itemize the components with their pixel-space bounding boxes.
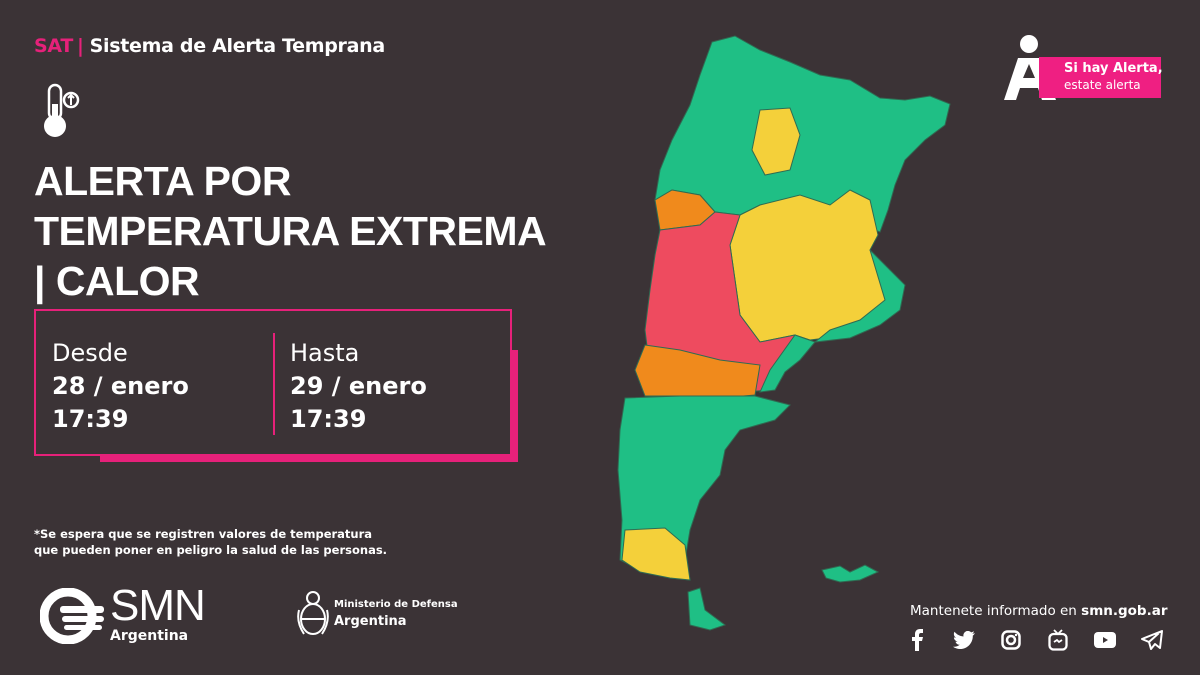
region-south-yellow — [621, 527, 691, 581]
date-range-box: Desde 28 / enero 17:39 Hasta 29 / enero … — [34, 309, 512, 456]
telegram-icon[interactable] — [1139, 628, 1165, 652]
region-coast-green — [813, 249, 906, 343]
sat-label: SAT — [34, 35, 73, 57]
twitter-icon[interactable] — [951, 628, 977, 652]
to-time: 17:39 — [290, 405, 367, 433]
coat-of-arms-icon — [296, 588, 330, 644]
title-line: | CALOR — [34, 258, 200, 304]
instagram-icon[interactable] — [998, 628, 1024, 652]
ministry-name: Ministerio de Defensa — [334, 599, 458, 610]
smn-logo-icon — [39, 587, 106, 648]
badge-line2: estate alerta — [1064, 78, 1141, 92]
from-date: 28 / enero — [52, 372, 189, 400]
region-tierra-del-fuego — [687, 587, 727, 631]
ministry-country: Argentina — [334, 614, 407, 629]
footnote-line: *Se espera que se registren valores de t… — [34, 527, 373, 541]
page-title: ALERTA POR TEMPERATURA EXTREMA | CALOR — [34, 156, 547, 306]
to-date: 29 / enero — [290, 372, 427, 400]
to-label: Hasta — [290, 339, 360, 367]
website-link[interactable]: smn.gob.ar — [1081, 603, 1168, 619]
from-time: 17:39 — [52, 405, 129, 433]
youtube-icon[interactable] — [1092, 628, 1118, 652]
social-links — [904, 628, 1165, 652]
smn-logo-subtitle: Argentina — [110, 628, 189, 644]
thermometer-up-icon — [42, 82, 82, 144]
facebook-icon[interactable] — [904, 628, 930, 652]
follow-prefix: Mantenete informado en — [910, 603, 1082, 619]
date-box-accent — [100, 350, 518, 462]
title-line: ALERTA POR — [34, 158, 291, 204]
header: SAT | Sistema de Alerta Temprana — [34, 35, 386, 57]
system-name: Sistema de Alerta Temprana — [89, 35, 386, 57]
footnote-line: que pueden poner en peligro la salud de … — [34, 543, 388, 557]
follow-text: Mantenete informado en smn.gob.ar — [910, 603, 1168, 620]
badge-box — [1039, 57, 1161, 98]
to-column: Hasta 29 / enero 17:39 — [290, 337, 427, 436]
region-north-yellow — [751, 107, 801, 176]
smn-logo-text: SMN — [110, 581, 206, 630]
from-column: Desde 28 / enero 17:39 — [52, 337, 189, 436]
region-bsas-south-green — [759, 334, 816, 393]
region-malvinas — [821, 564, 880, 583]
footnote: *Se espera que se registren valores de t… — [34, 526, 387, 558]
igtv-icon[interactable] — [1045, 628, 1071, 652]
badge-line1: Si hay Alerta, — [1064, 61, 1163, 76]
region-north-no-alert — [654, 35, 951, 233]
title-line: TEMPERATURA EXTREMA — [34, 208, 547, 254]
divider — [273, 333, 275, 435]
from-label: Desde — [52, 339, 128, 367]
